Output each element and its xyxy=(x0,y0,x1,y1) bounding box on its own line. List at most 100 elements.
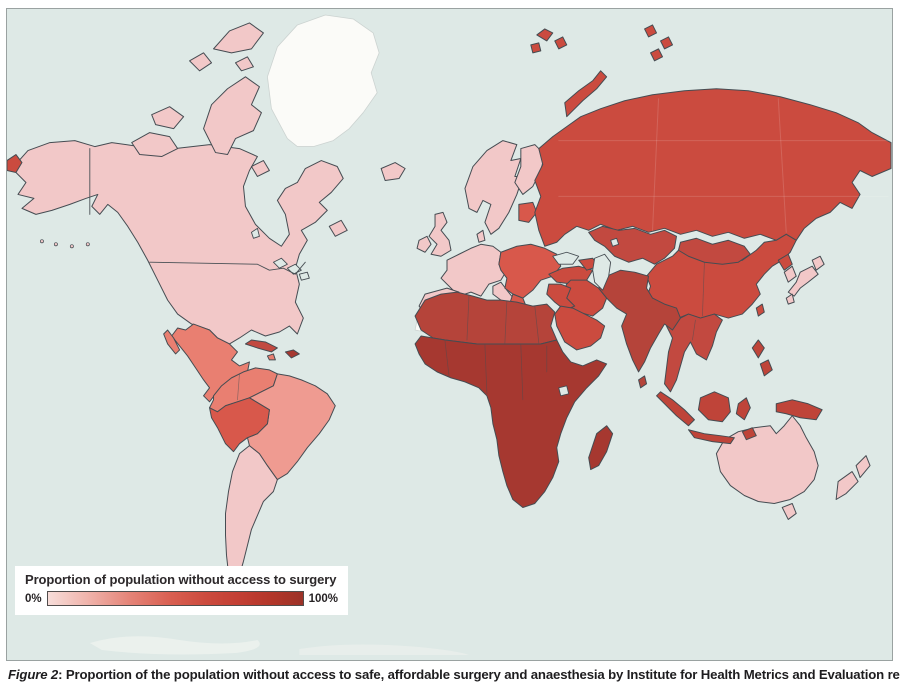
world-map xyxy=(7,9,892,660)
region-philippines xyxy=(759,359,773,377)
region-group-red-deep xyxy=(656,339,823,445)
region-sulawesi xyxy=(735,397,751,421)
region-japan xyxy=(811,255,825,271)
region-taiwan xyxy=(755,303,765,317)
region-franz-josef xyxy=(660,36,673,50)
region-philippines xyxy=(751,339,765,359)
region-arctic-island xyxy=(203,76,262,156)
region-south-asia xyxy=(598,269,681,373)
us-canada-border xyxy=(149,261,306,275)
shelf-fragment xyxy=(299,644,469,656)
caption-text: Proportion of the population without acc… xyxy=(65,667,900,682)
region-novaya-zemlya xyxy=(564,70,608,118)
region-group-red-cadet xyxy=(244,225,751,393)
region-svalbard xyxy=(530,42,542,54)
graticule xyxy=(652,98,660,231)
region-sumatra xyxy=(656,391,695,427)
region-ireland xyxy=(416,235,432,253)
aleutian-island xyxy=(85,242,90,247)
lakes xyxy=(250,227,620,397)
figure-label: Figure 2 xyxy=(8,667,59,682)
region-eastern-europe xyxy=(498,243,562,299)
legend-title: Proportion of population without access … xyxy=(25,572,337,587)
country-border xyxy=(466,295,470,341)
region-baja xyxy=(163,329,181,355)
region-arabia xyxy=(554,305,606,351)
lake-victoria xyxy=(558,385,570,397)
region-jamaica xyxy=(266,353,276,361)
region-svalbard xyxy=(536,28,554,42)
antarctic-shelf xyxy=(89,636,469,656)
region-new-zealand xyxy=(855,455,871,479)
region-java xyxy=(687,429,735,445)
legend-min-label: 0% xyxy=(25,592,42,605)
region-arctic-island xyxy=(213,22,264,54)
region-arctic-island xyxy=(131,132,179,158)
region-cuba xyxy=(244,339,278,353)
region-south-korea xyxy=(783,265,797,283)
caspian-sea xyxy=(592,253,612,291)
region-sri-lanka xyxy=(638,375,648,389)
country-border xyxy=(520,344,524,401)
aral-sea xyxy=(610,237,620,247)
region-group-red-dark xyxy=(414,269,681,389)
caption-separator: : xyxy=(58,667,66,682)
region-southeast-asia xyxy=(664,313,723,393)
region-great-britain xyxy=(428,211,452,257)
region-group-red-strong xyxy=(7,24,892,351)
region-franz-josef xyxy=(644,24,658,38)
graticule xyxy=(777,98,787,233)
region-svalbard xyxy=(554,36,568,50)
region-arctic-island xyxy=(234,56,254,72)
region-greenland xyxy=(267,14,380,147)
map-legend: Proportion of population without access … xyxy=(15,566,348,615)
region-north-korea xyxy=(777,253,793,271)
region-group-pink-light xyxy=(11,22,871,586)
country-border xyxy=(504,300,508,344)
shelf-fragment xyxy=(89,636,260,655)
internal-borders xyxy=(89,98,889,401)
region-arctic-island xyxy=(189,52,213,72)
country-border xyxy=(444,340,450,377)
region-new-zealand xyxy=(835,471,859,500)
region-baltics xyxy=(518,201,538,223)
region-denmark xyxy=(476,229,486,243)
aleutian-island xyxy=(69,244,74,249)
region-newfoundland xyxy=(328,219,348,237)
region-finland xyxy=(514,144,546,195)
region-mongolia xyxy=(677,237,751,265)
region-iceland xyxy=(380,162,406,181)
region-japan xyxy=(785,293,795,305)
country-border xyxy=(484,344,488,395)
region-sub-saharan-africa xyxy=(414,335,608,508)
great-lake xyxy=(298,271,310,281)
country-border xyxy=(534,305,540,344)
aleutian-island xyxy=(53,242,58,247)
legend-scale: 0% 100% xyxy=(25,591,338,606)
aleutian-island xyxy=(39,239,44,244)
lake-winnipeg xyxy=(250,227,260,239)
legend-gradient-bar xyxy=(46,591,304,606)
region-peru-bolivia xyxy=(209,397,270,453)
region-central-asia xyxy=(588,225,677,265)
country-border xyxy=(237,373,240,401)
region-borneo xyxy=(697,391,731,423)
region-timor xyxy=(741,427,757,441)
region-iraq-levant xyxy=(546,283,576,311)
region-madagascar xyxy=(588,425,614,471)
black-sea xyxy=(552,251,580,265)
region-franz-josef xyxy=(650,48,664,62)
region-tasmania xyxy=(781,502,797,520)
legend-max-label: 100% xyxy=(308,592,338,605)
region-arctic-island xyxy=(250,160,270,177)
region-group-red-darkest xyxy=(284,335,614,508)
great-lake xyxy=(272,257,288,269)
country-border xyxy=(702,261,705,317)
region-chukotka-wrap xyxy=(7,154,23,173)
country-border xyxy=(692,319,696,341)
world-map-frame xyxy=(6,8,893,661)
figure-caption: Figure 2: Proportion of the population w… xyxy=(8,667,900,682)
region-japan xyxy=(787,265,819,297)
region-hispaniola xyxy=(284,349,300,359)
